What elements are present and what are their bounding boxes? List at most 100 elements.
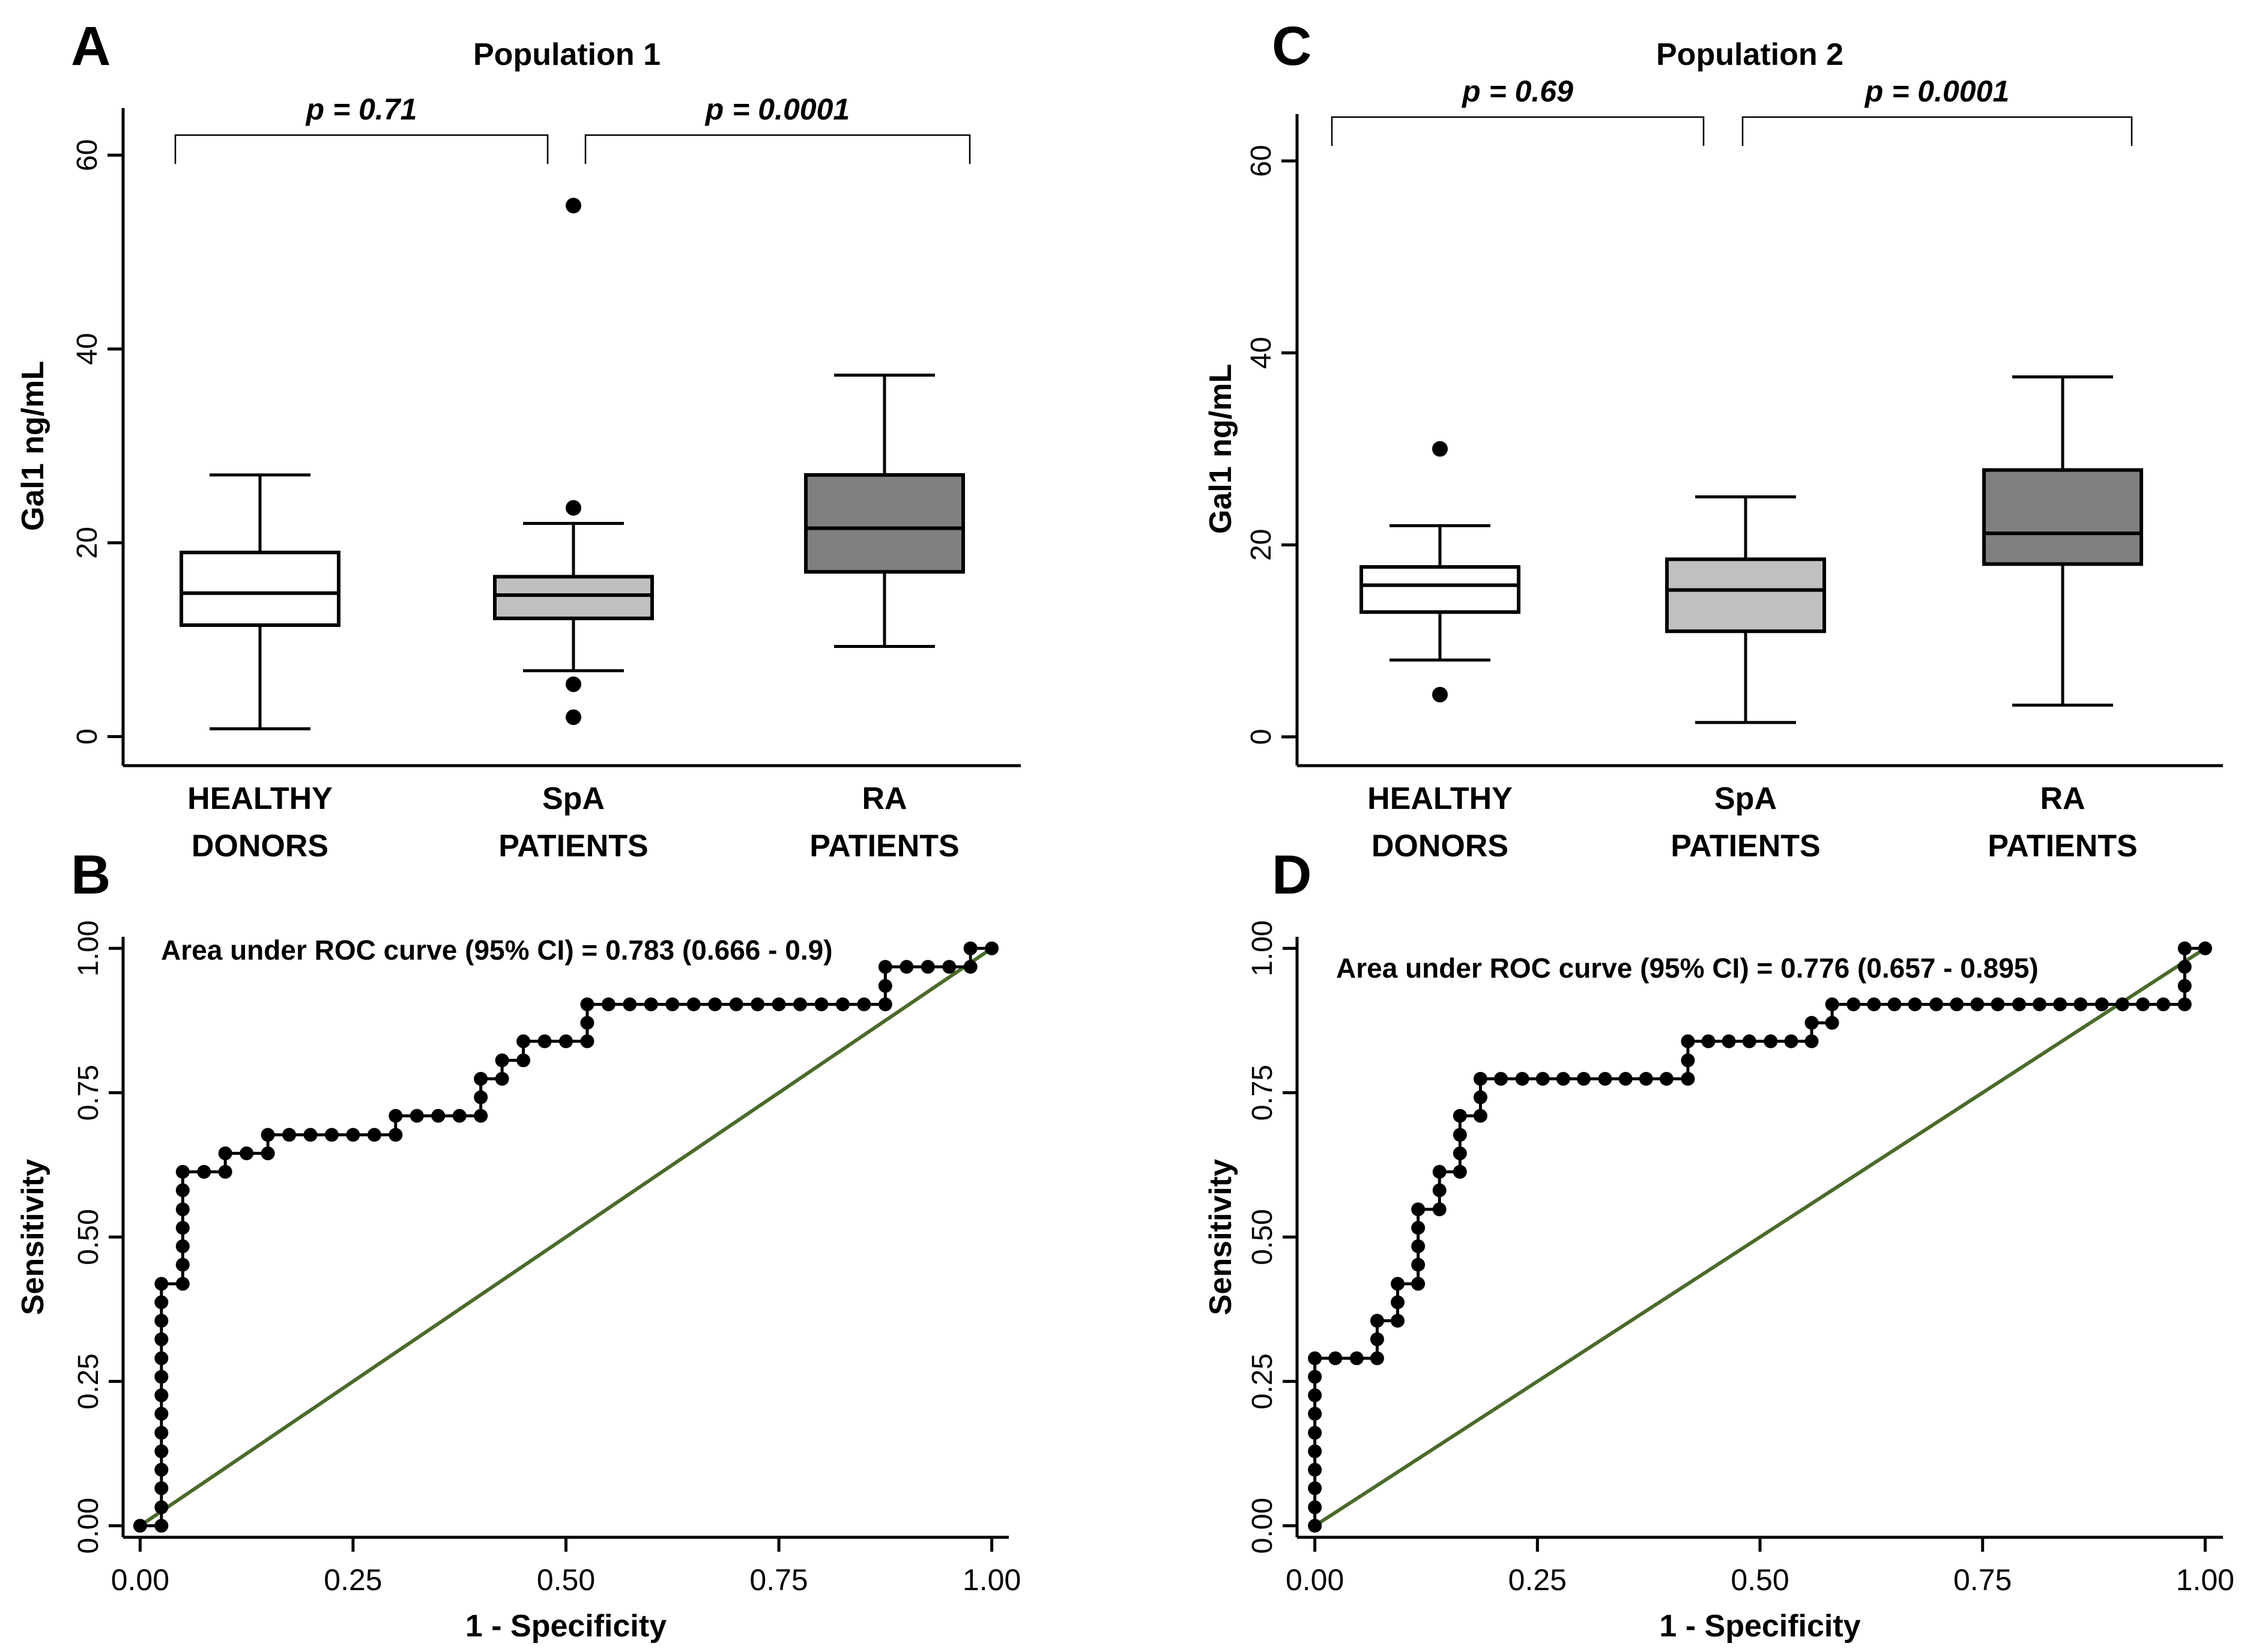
roc-point xyxy=(985,941,999,955)
roc-point xyxy=(324,1128,339,1142)
outlier-point xyxy=(566,709,581,725)
roc-point xyxy=(1308,1519,1322,1533)
outlier-point xyxy=(1432,686,1448,703)
category-label: DONORS xyxy=(1372,829,1508,864)
x-tick-label: 1.00 xyxy=(963,1563,1021,1597)
roc-point xyxy=(175,1202,190,1217)
significance-bracket xyxy=(1741,116,2133,146)
box-iqr xyxy=(1359,565,1520,614)
roc-point xyxy=(154,1426,169,1440)
roc-point xyxy=(1411,1257,1426,1272)
roc-point xyxy=(1411,1277,1426,1291)
roc-point xyxy=(963,941,978,955)
panel-title: Population 2 xyxy=(1656,37,1843,72)
roc-point xyxy=(1804,1015,1819,1030)
y-tick-label: 20 xyxy=(1245,529,1277,561)
roc-point xyxy=(814,997,829,1011)
roc-point xyxy=(537,1034,552,1048)
x-tick-label: 0.25 xyxy=(324,1563,382,1597)
x-tick-label: 0.75 xyxy=(1953,1563,2012,1597)
x-tick-label: 1.00 xyxy=(2176,1563,2234,1597)
roc-point xyxy=(240,1146,254,1161)
y-tick-label: 0 xyxy=(71,728,103,745)
category-label: PATIENTS xyxy=(1988,829,2137,864)
roc-point xyxy=(367,1128,381,1142)
x-tick-label: 0.50 xyxy=(537,1563,595,1597)
roc-point xyxy=(175,1164,190,1179)
roc-point xyxy=(1432,1202,1447,1217)
roc-point xyxy=(857,997,871,1011)
roc-point xyxy=(1576,1072,1591,1086)
y-tick-label: 60 xyxy=(71,139,103,171)
panel-letter: C xyxy=(1272,16,1311,77)
y-tick-label: 40 xyxy=(71,333,103,365)
roc-point xyxy=(133,1519,147,1533)
roc-point xyxy=(751,997,765,1011)
roc-point xyxy=(772,997,786,1011)
box-iqr xyxy=(493,575,654,620)
roc-point xyxy=(580,1015,594,1030)
roc-point xyxy=(261,1128,275,1142)
roc-point xyxy=(154,1463,169,1477)
roc-point xyxy=(346,1128,360,1142)
box-iqr xyxy=(1665,557,1826,634)
roc-point xyxy=(1391,1295,1405,1310)
y-tick-label: 0.50 xyxy=(1247,1209,1278,1265)
panel-letter: D xyxy=(1272,844,1311,906)
auc-annotation: Area under ROC curve (95% CI) = 0.776 (0… xyxy=(1336,952,2039,984)
roc-point xyxy=(1804,1034,1819,1048)
roc-point xyxy=(1473,1072,1487,1086)
roc-point xyxy=(1950,997,1964,1011)
significance-bracket xyxy=(174,134,549,164)
box-iqr xyxy=(180,551,340,628)
roc-point xyxy=(559,1034,573,1048)
roc-point xyxy=(1432,1164,1447,1179)
category-label: RA xyxy=(2040,781,2085,816)
y-axis-label: Sensitivity xyxy=(16,1159,50,1315)
roc-point xyxy=(580,997,594,1011)
roc-point xyxy=(835,997,850,1011)
roc-point xyxy=(2177,941,2192,955)
roc-point xyxy=(1764,1034,1778,1048)
roc-point xyxy=(1370,1351,1384,1366)
roc-point xyxy=(1556,1072,1570,1086)
p-value-label: p = 0.0001 xyxy=(1864,74,2009,108)
roc-point xyxy=(175,1221,190,1235)
x-axis-label: 1 - Specificity xyxy=(1659,1609,1860,1644)
y-tick-label: 40 xyxy=(1245,337,1277,369)
outlier-point xyxy=(566,500,581,516)
roc-point xyxy=(495,1072,509,1086)
roc-point xyxy=(1659,1072,1674,1086)
roc-point xyxy=(197,1164,211,1179)
p-value-label: p = 0.69 xyxy=(1461,74,1573,108)
roc-point xyxy=(1473,1090,1487,1104)
roc-point xyxy=(1784,1034,1798,1048)
roc-point xyxy=(303,1128,318,1142)
roc-point xyxy=(474,1072,488,1086)
panel-B: B 0.00 0.25 0.50 0.75 1.00 0.00 0.25 0.50 0.75 1.0… xyxy=(16,844,1021,1644)
roc-point xyxy=(708,997,722,1011)
y-tick-label: 0.75 xyxy=(73,1065,104,1121)
roc-point xyxy=(282,1128,297,1142)
roc-point xyxy=(1411,1239,1426,1253)
significance-bracket xyxy=(584,134,971,164)
y-tick-label: 0.25 xyxy=(1247,1354,1278,1409)
roc-point xyxy=(963,960,978,974)
x-tick-label: 0.00 xyxy=(111,1563,169,1597)
roc-point xyxy=(1618,1072,1633,1086)
roc-point xyxy=(1308,1406,1322,1421)
roc-point xyxy=(1908,997,1922,1011)
box-iqr xyxy=(804,473,965,574)
roc-point xyxy=(154,1481,169,1495)
roc-point xyxy=(1308,1370,1322,1384)
roc-point xyxy=(452,1109,467,1123)
outlier-point xyxy=(566,198,581,214)
roc-point xyxy=(1411,1221,1426,1235)
y-axis-label: Gal1 ng/mL xyxy=(16,361,50,531)
roc-point xyxy=(1846,997,1861,1011)
roc-point xyxy=(1598,1072,1612,1086)
roc-point xyxy=(1308,1388,1322,1402)
outlier-point xyxy=(566,676,581,692)
y-tick-label: 20 xyxy=(71,527,103,558)
roc-point xyxy=(1453,1146,1467,1161)
